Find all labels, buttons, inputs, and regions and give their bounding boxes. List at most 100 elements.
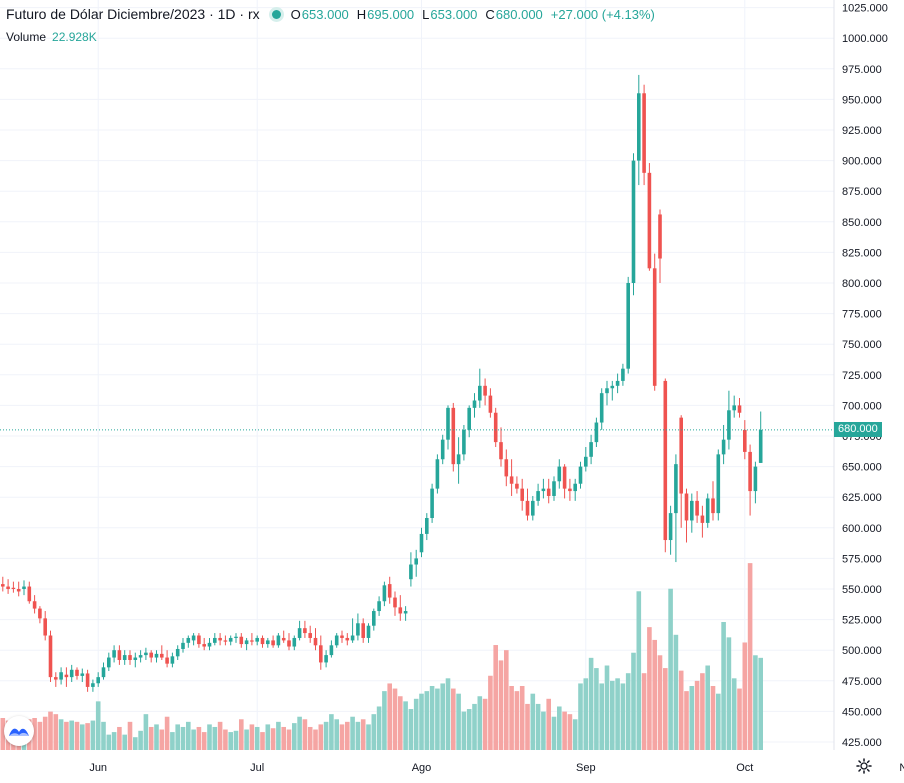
candle-body <box>504 459 509 477</box>
price-tick-label: 650.000 <box>842 462 882 474</box>
candle-body <box>32 601 37 609</box>
volume-bar <box>726 637 732 750</box>
candle-body <box>652 268 657 386</box>
price-axis[interactable]: 1025.000 1000.000 975.000 950.000 925.000 900… <box>842 3 888 749</box>
volume-bar <box>360 719 366 750</box>
candle-body <box>197 635 201 645</box>
candle-body <box>48 635 53 678</box>
candle-body <box>22 586 26 589</box>
candle-body <box>16 589 21 592</box>
candle-body <box>409 564 413 580</box>
symbol-title[interactable]: Futuro de Dólar Diciembre/2023 · 1D · rx <box>6 6 260 22</box>
candle-body <box>605 388 609 394</box>
time-tick-label: Jun <box>89 762 107 774</box>
candle-body <box>69 669 74 678</box>
volume-bar <box>265 724 271 750</box>
candle-body <box>610 385 615 389</box>
volume-bar <box>530 693 536 750</box>
candle-body <box>6 586 10 589</box>
candle-body <box>372 611 376 626</box>
volume-bar <box>413 698 419 750</box>
candle-body <box>27 586 32 602</box>
candle-body <box>239 636 244 645</box>
volume-bar <box>292 723 297 750</box>
candle-body <box>54 677 58 680</box>
volume-bar <box>74 721 80 750</box>
volume-bar <box>323 721 329 750</box>
volume-bar <box>69 720 74 750</box>
volume-bar <box>270 728 276 750</box>
candle-layer <box>0 74 763 692</box>
volume-bar <box>371 714 377 750</box>
volume-bar <box>212 726 218 750</box>
volume-bar <box>747 563 753 750</box>
volume-bar <box>122 734 127 750</box>
candle-body <box>43 618 47 636</box>
volume-bar <box>249 724 255 750</box>
candle-body <box>228 637 233 642</box>
volume-bar <box>286 729 292 750</box>
volume-bar <box>80 724 85 750</box>
candle-body <box>499 442 503 460</box>
volume-bar <box>419 693 424 750</box>
candle-body <box>350 635 355 641</box>
price-tick-label: 950.000 <box>842 94 882 106</box>
candle-body <box>75 669 79 676</box>
tradingview-logo-icon[interactable] <box>4 716 34 746</box>
candle-body <box>271 640 275 646</box>
candle-body <box>621 368 625 381</box>
candle-body <box>11 587 16 589</box>
candle-body <box>679 417 683 494</box>
volume-bar <box>657 655 663 750</box>
volume-bar <box>53 714 59 750</box>
volume-bar <box>170 732 175 750</box>
volume-bar <box>334 719 339 750</box>
candle-body <box>186 637 191 643</box>
candle-body <box>748 451 752 492</box>
volume-bar <box>509 686 514 750</box>
candle-body <box>382 585 387 602</box>
candle-body <box>743 429 747 452</box>
candle-body <box>631 160 636 283</box>
candle-body <box>462 429 466 455</box>
volume-bar <box>318 724 324 750</box>
candle-body <box>366 625 371 638</box>
candle-body <box>356 623 360 636</box>
candle-body <box>446 407 450 440</box>
volume-bar <box>138 730 143 750</box>
high-label: H <box>356 6 367 22</box>
volume-bar <box>148 726 154 750</box>
volume-bar <box>133 737 138 750</box>
low-label: L <box>422 6 430 22</box>
volume-bar <box>567 714 573 750</box>
volume-bar <box>48 711 53 750</box>
volume-bar <box>32 718 37 750</box>
volume-bar <box>525 703 530 750</box>
volume-bar <box>398 696 403 750</box>
gear-icon[interactable] <box>856 758 872 774</box>
candle-body <box>435 459 440 489</box>
candle-body <box>218 637 222 641</box>
price-tick-label: 750.000 <box>842 339 882 351</box>
price-tick-label: 875.000 <box>842 186 882 198</box>
candle-body <box>319 645 323 663</box>
candle-body <box>202 644 206 647</box>
time-tick-label: Ago <box>412 762 432 774</box>
volume-bar <box>737 688 742 750</box>
price-tick-label: 700.000 <box>842 400 882 412</box>
candle-body <box>456 454 461 465</box>
candle-body <box>520 488 524 501</box>
volume-label[interactable]: Volume <box>6 30 47 44</box>
candle-body <box>223 640 228 642</box>
candle-body <box>578 466 583 484</box>
volume-bar <box>233 730 239 750</box>
time-axis[interactable]: JunJulAgoSepOctNov27 <box>89 762 904 774</box>
candle-body <box>536 491 540 501</box>
candle-body <box>440 439 445 460</box>
volume-bar <box>42 716 48 750</box>
candle-body <box>313 637 318 646</box>
volume-bar <box>663 668 668 750</box>
price-tick-label: 475.000 <box>842 676 882 688</box>
candle-body <box>425 518 429 534</box>
